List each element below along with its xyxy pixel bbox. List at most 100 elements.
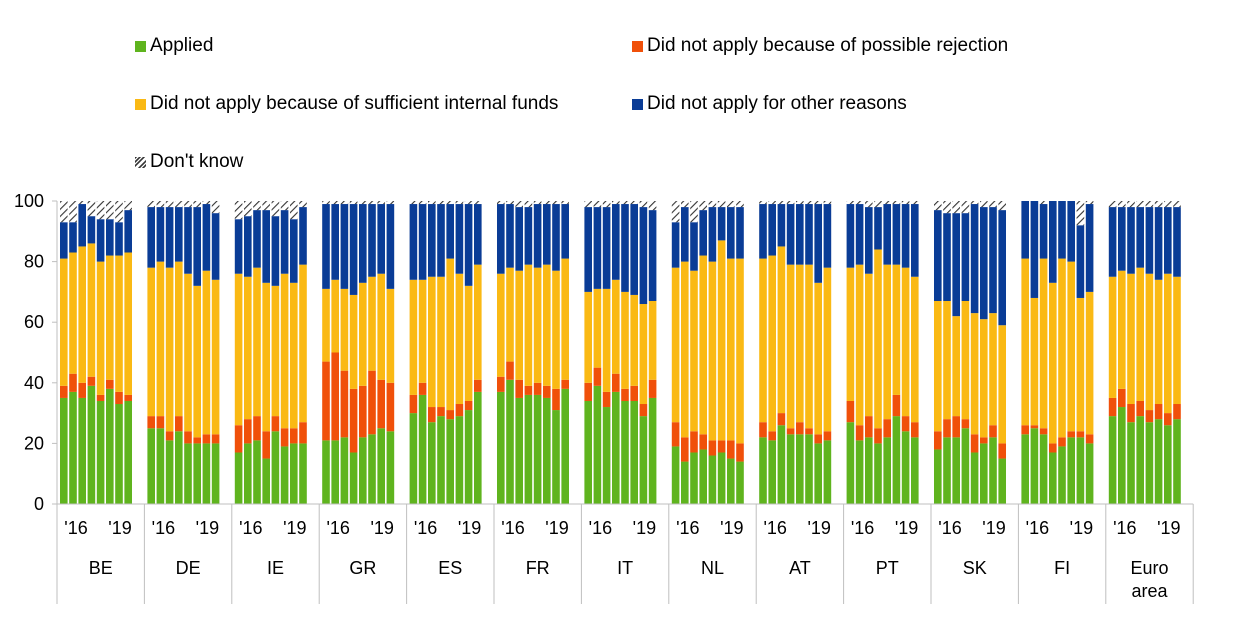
bar-segment-dont-know bbox=[464, 201, 473, 205]
bar-segment-other-reasons bbox=[1030, 201, 1039, 298]
bar-segment-applied bbox=[648, 397, 657, 504]
year-tick-label: '19 bbox=[1070, 518, 1093, 538]
bar-segment-dont-know bbox=[699, 201, 707, 211]
bar-segment-rejection bbox=[409, 394, 418, 414]
legend-item-rejection: Did not apply because of possible reject… bbox=[632, 35, 1008, 57]
bar-segment-dont-know bbox=[409, 201, 418, 205]
bar-segment-rejection bbox=[124, 394, 132, 401]
bar-segment-applied bbox=[60, 397, 68, 504]
bar-segment-internal-funds bbox=[165, 267, 174, 432]
bar-segment-other-reasons bbox=[621, 204, 629, 292]
bar-segment-applied bbox=[593, 385, 602, 504]
bar-segment-rejection bbox=[989, 425, 997, 438]
bar-segment-other-reasons bbox=[911, 204, 919, 277]
bar-segment-internal-funds bbox=[533, 267, 542, 383]
bar-segment-dont-know bbox=[349, 201, 358, 205]
bar-segment-applied bbox=[262, 458, 270, 504]
bar-segment-applied bbox=[409, 413, 418, 504]
bar-group-gr bbox=[322, 201, 395, 504]
bar-segment-internal-funds bbox=[980, 319, 988, 438]
bar-segment-internal-funds bbox=[1108, 276, 1117, 398]
year-tick-label: '16 bbox=[763, 518, 786, 538]
bar-segment-applied bbox=[349, 452, 358, 504]
bar-segment-dont-know bbox=[805, 201, 813, 205]
bar-segment-rejection bbox=[147, 416, 155, 429]
bar-segment-dont-know bbox=[497, 201, 505, 205]
bar-segment-applied bbox=[69, 391, 77, 504]
bar-segment-dont-know bbox=[1085, 201, 1094, 205]
bar-segment-other-reasons bbox=[648, 210, 657, 301]
bar-segment-rejection bbox=[349, 388, 358, 453]
bar-segment-rejection bbox=[934, 431, 942, 450]
bar-segment-rejection bbox=[846, 400, 855, 423]
bar-segment-applied bbox=[115, 404, 123, 504]
group-label: PT bbox=[876, 558, 899, 578]
bar-segment-dont-know bbox=[1076, 201, 1085, 226]
bar-segment-rejection bbox=[883, 419, 891, 438]
bar-segment-other-reasons bbox=[455, 204, 464, 274]
bar-group-fr bbox=[497, 201, 569, 504]
bar-segment-other-reasons bbox=[202, 204, 211, 271]
bar-group-es bbox=[409, 201, 482, 504]
bar-segment-applied bbox=[998, 458, 1006, 504]
bar-group-euro-area bbox=[1108, 201, 1181, 504]
bar-segment-other-reasons bbox=[193, 207, 201, 286]
bar-segment-rejection bbox=[515, 379, 523, 398]
bar-segment-applied bbox=[524, 394, 533, 504]
bar-segment-applied bbox=[768, 440, 776, 504]
bar-segment-other-reasons bbox=[1039, 204, 1048, 259]
bar-segment-internal-funds bbox=[271, 285, 280, 417]
bar-segment-other-reasons bbox=[115, 222, 123, 256]
bar-segment-rejection bbox=[543, 385, 551, 398]
bar-segment-other-reasons bbox=[1108, 207, 1117, 277]
bar-segment-other-reasons bbox=[846, 204, 855, 268]
bar-segment-applied bbox=[727, 458, 735, 504]
bar-segment-dont-know bbox=[786, 201, 795, 205]
year-tick-label: '16 bbox=[851, 518, 874, 538]
y-tick-label: 20 bbox=[24, 433, 44, 453]
y-tick-label: 80 bbox=[24, 252, 44, 272]
bar-segment-rejection bbox=[961, 419, 970, 429]
bar-segment-other-reasons bbox=[759, 204, 767, 259]
bar-segment-internal-funds bbox=[961, 300, 970, 420]
year-tick-label: '16 bbox=[326, 518, 349, 538]
bar-segment-internal-funds bbox=[368, 276, 376, 371]
bar-segment-applied bbox=[533, 394, 542, 504]
bar-segment-rejection bbox=[1154, 404, 1163, 420]
bar-segment-applied bbox=[865, 437, 873, 504]
bar-segment-rejection bbox=[759, 422, 767, 438]
bar-segment-rejection bbox=[708, 440, 717, 456]
bar-segment-other-reasons bbox=[506, 204, 514, 268]
bar-segment-dont-know bbox=[115, 201, 123, 223]
bar-segment-other-reasons bbox=[901, 204, 910, 268]
bar-segment-other-reasons bbox=[533, 204, 542, 268]
bar-segment-internal-funds bbox=[892, 264, 901, 395]
bar-segment-applied bbox=[124, 400, 132, 504]
bar-segment-rejection bbox=[1136, 400, 1144, 417]
bar-segment-internal-funds bbox=[561, 258, 569, 380]
bar-segment-dont-know bbox=[271, 201, 280, 217]
bar-segment-other-reasons bbox=[584, 207, 592, 292]
bar-segment-internal-funds bbox=[901, 267, 910, 417]
bar-segment-dont-know bbox=[156, 201, 165, 208]
bar-segment-internal-funds bbox=[777, 246, 786, 414]
bar-segment-rejection bbox=[211, 434, 220, 444]
bar-segment-dont-know bbox=[322, 201, 330, 205]
year-tick-label: '19 bbox=[458, 518, 481, 538]
bar-segment-rejection bbox=[630, 385, 638, 401]
bar-segment-other-reasons bbox=[340, 204, 349, 289]
bar-segment-applied bbox=[331, 440, 339, 504]
bar-segment-rejection bbox=[497, 376, 505, 392]
bar-segment-internal-funds bbox=[359, 282, 367, 386]
bar-segment-dont-know bbox=[648, 201, 657, 211]
bar-segment-internal-funds bbox=[524, 264, 533, 386]
bar-segment-rejection bbox=[892, 394, 901, 417]
bar-segment-other-reasons bbox=[612, 204, 620, 280]
bar-segment-applied bbox=[515, 397, 523, 504]
bar-segment-other-reasons bbox=[552, 204, 560, 271]
bar-segment-rejection bbox=[533, 382, 542, 395]
bar-segment-applied bbox=[602, 407, 611, 504]
bar-segment-rejection bbox=[970, 434, 979, 453]
bar-group-at bbox=[759, 201, 832, 504]
